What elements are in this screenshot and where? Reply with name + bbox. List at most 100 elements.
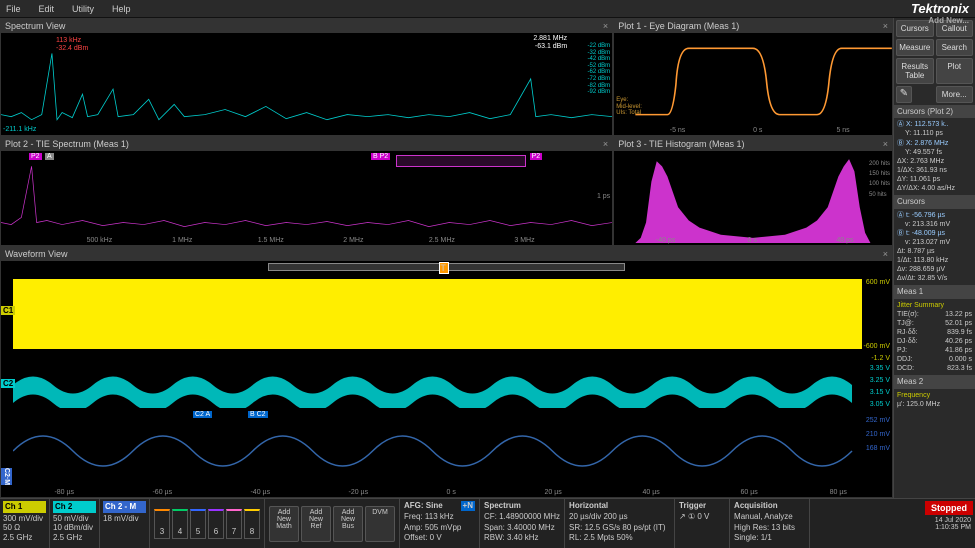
marker-p2[interactable]: P2 <box>530 153 543 160</box>
bottom-bar: Ch 1 300 mV/div50 Ω2.5 GHz Ch 2 50 mV/di… <box>0 498 975 548</box>
cursor-b[interactable]: B C2 <box>248 411 268 418</box>
panel-title: Plot 1 - Eye Diagram (Meas 1) <box>618 21 739 31</box>
horizontal-status[interactable]: Horizontal 20 µs/div 200 µsSR: 12.5 GS/s… <box>565 499 675 548</box>
panel-eye-diagram[interactable]: Plot 1 - Eye Diagram (Meas 1) × Eye:Mid-… <box>613 18 893 136</box>
overview-scrollbar[interactable]: T <box>268 263 624 271</box>
x-tick: 0 s <box>447 489 456 496</box>
x-tick: 20 µs <box>545 489 562 496</box>
results-table-button[interactable]: Results Table <box>896 58 934 84</box>
menu-utility[interactable]: Utility <box>72 4 94 14</box>
panel-waveform-view[interactable]: Waveform View × T C1 C2 <box>0 246 893 498</box>
marker-amp: -32.4 dBm <box>56 45 88 52</box>
y-label: 252 mV <box>866 417 890 424</box>
trigger-status[interactable]: Trigger ↗ ① 0 V <box>675 499 730 548</box>
menu-file[interactable]: File <box>6 4 21 14</box>
add-ref-button[interactable]: Add New Ref <box>301 506 331 542</box>
panel-title: Plot 3 - TIE Histogram (Meas 1) <box>618 139 744 149</box>
math-indicator[interactable]: C2·M <box>1 468 12 485</box>
channel-button-4[interactable]: 4 <box>172 509 188 539</box>
add-math-button[interactable]: Add New Math <box>269 506 299 542</box>
close-icon[interactable]: × <box>883 21 888 31</box>
ch1-badge[interactable]: Ch 1 300 mV/div50 Ω2.5 GHz <box>0 499 50 548</box>
x-tick: 2 MHz <box>343 237 363 244</box>
y-label: 3.25 V <box>870 377 890 384</box>
search-button[interactable]: Search <box>936 39 974 56</box>
y-tick: 1 ps <box>597 193 610 200</box>
y-label: -600 mV <box>864 343 890 350</box>
channel-button-8[interactable]: 8 <box>244 509 260 539</box>
menubar: File Edit Utility Help <box>0 0 975 18</box>
close-icon[interactable]: × <box>603 21 608 31</box>
x-tick: 2.5 MHz <box>429 237 455 244</box>
readout-header: Meas 1 <box>894 286 975 298</box>
acquisition-status[interactable]: Acquisition Manual, AnalyzeHigh Res: 13 … <box>730 499 810 548</box>
channel-button-5[interactable]: 5 <box>190 509 206 539</box>
ch1-indicator[interactable]: C1 <box>1 306 15 315</box>
cursors-plot2-readout[interactable]: Cursors (Plot 2) Ⓐ X: 112.573 k.. Y: 11.… <box>894 105 975 195</box>
x-tick: -40 ps <box>656 237 675 244</box>
right-sidebar: Cursors Callout Measure Search Results T… <box>893 18 975 498</box>
meas1-readout[interactable]: Meas 1 Jitter Summary TIE(σ):13.22 ps TJ… <box>894 285 975 375</box>
marker-b-group[interactable]: B P2 <box>371 153 390 160</box>
channel-button-3[interactable]: 3 <box>154 509 170 539</box>
zoom-region[interactable] <box>396 155 526 167</box>
x-tick: -80 µs <box>54 489 74 496</box>
close-icon[interactable]: × <box>883 139 888 149</box>
x-tick: 1.5 MHz <box>258 237 284 244</box>
meas2-readout[interactable]: Meas 2 Frequency µ': 125.0 MHz <box>894 375 975 411</box>
panel-spectrum-view[interactable]: Spectrum View × 113 kHz -32.4 dBm 2.881 … <box>0 18 613 136</box>
cursor-a[interactable]: C2 A <box>193 411 212 418</box>
afg-status[interactable]: AFG: Sine +N Freq: 113 kHzAmp: 505 mVppO… <box>400 499 480 548</box>
close-icon[interactable]: × <box>603 139 608 149</box>
readout-header: Meas 2 <box>894 376 975 388</box>
x-tick: 60 µs <box>741 489 758 496</box>
x-tick: -20 µs <box>348 489 368 496</box>
add-new-link[interactable]: Add New... <box>911 16 969 25</box>
y-label: 168 mV <box>866 445 890 452</box>
draw-icon[interactable]: ✎ <box>896 86 912 103</box>
panel-title: Spectrum View <box>5 21 65 31</box>
plot-button[interactable]: Plot <box>936 58 974 84</box>
readout-freq: 2.881 MHz <box>533 35 567 42</box>
marker-a[interactable]: A <box>45 153 54 160</box>
ch2m-badge[interactable]: Ch 2 - M 18 mV/div <box>100 499 150 548</box>
add-bus-button[interactable]: Add New Bus <box>333 506 363 542</box>
menu-help[interactable]: Help <box>112 4 131 14</box>
spectrum-status[interactable]: Spectrum CF: 1.48900000 MHzSpan: 3.40000… <box>480 499 565 548</box>
trigger-indicator[interactable]: T <box>439 262 449 274</box>
y-label: 3.05 V <box>870 401 890 408</box>
waveform-ch2 <box>13 363 862 408</box>
close-icon[interactable]: × <box>883 249 888 259</box>
x-tick: 40 µs <box>643 489 660 496</box>
channel-button-7[interactable]: 7 <box>226 509 242 539</box>
dvm-button[interactable]: DVM <box>365 506 395 542</box>
run-state-badge[interactable]: Stopped <box>925 501 973 515</box>
x-tick: 5 ns <box>836 127 849 134</box>
marker-freq: 113 kHz <box>56 37 81 44</box>
x-tick: 40 ps <box>836 237 853 244</box>
x-tick: 1 MHz <box>172 237 192 244</box>
x-tick: -40 µs <box>250 489 270 496</box>
readout-header: Cursors <box>894 196 975 208</box>
measure-button[interactable]: Measure <box>896 39 934 56</box>
channel-number-buttons: 345678 <box>150 499 265 548</box>
channel-button-6[interactable]: 6 <box>208 509 224 539</box>
ch2-badge[interactable]: Ch 2 50 mV/div10 dBm/div2.5 GHz <box>50 499 100 548</box>
waveform-math: C2 A B C2 <box>13 416 862 486</box>
cursors-readout[interactable]: Cursors Ⓐ t: -56.796 µs v: 213.316 mV Ⓑ … <box>894 195 975 285</box>
y-label: -1.2 V <box>871 355 890 362</box>
panel-tie-spectrum[interactable]: Plot 2 - TIE Spectrum (Meas 1) × P2 A B … <box>0 136 613 246</box>
y-label: 3.35 V <box>870 365 890 372</box>
panel-tie-histogram[interactable]: Plot 3 - TIE Histogram (Meas 1) × 200 hi… <box>613 136 893 246</box>
more-button[interactable]: More... <box>936 86 974 103</box>
marker-p2[interactable]: P2 <box>29 153 42 160</box>
x-tick: 500 kHz <box>87 237 113 244</box>
panel-title: Waveform View <box>5 249 68 259</box>
readout-header: Cursors (Plot 2) <box>894 106 975 118</box>
x-tick: -60 µs <box>152 489 172 496</box>
x-tick: 3 MHz <box>514 237 534 244</box>
menu-edit[interactable]: Edit <box>39 4 55 14</box>
x-tick: -5 ns <box>670 127 686 134</box>
ch2-indicator[interactable]: C2 <box>1 379 15 388</box>
waveform-ch1 <box>13 279 862 349</box>
